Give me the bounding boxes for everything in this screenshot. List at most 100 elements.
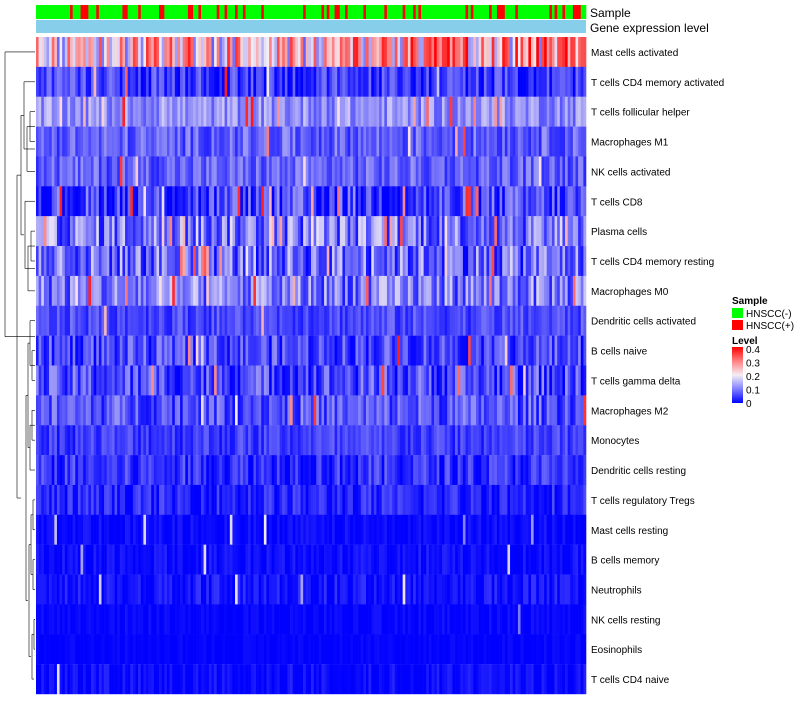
- heatmap-cell: [146, 484, 149, 516]
- heatmap-cell: [536, 365, 540, 396]
- heatmap-cell: [271, 275, 275, 306]
- heatmap-cell: [227, 96, 231, 127]
- heatmap-cell: [206, 634, 210, 665]
- heatmap-cell: [337, 156, 341, 187]
- heatmap-cell: [337, 305, 341, 336]
- heatmap-cell: [494, 186, 498, 217]
- heatmap-cell: [269, 246, 273, 277]
- heatmap-cell: [279, 305, 283, 336]
- heatmap-cell: [368, 514, 372, 545]
- heatmap-cell: [187, 186, 191, 217]
- heatmap-cell: [334, 574, 338, 605]
- heatmap-cell: [363, 634, 367, 665]
- heatmap-cell: [478, 455, 482, 486]
- heatmap-cell: [423, 604, 427, 635]
- heatmap-cell: [536, 544, 540, 575]
- heatmap-cell: [224, 395, 228, 426]
- heatmap-cell: [321, 664, 325, 695]
- heatmap-cell: [237, 96, 241, 127]
- heatmap-cell: [138, 246, 142, 277]
- heatmap-cell: [172, 664, 176, 695]
- sample-track-cell: [80, 5, 84, 19]
- heatmap-cell: [572, 126, 576, 157]
- heatmap-cell: [481, 66, 485, 97]
- heatmap-cell: [318, 425, 322, 456]
- heatmap-cell: [232, 126, 236, 157]
- heatmap-cell: [350, 216, 354, 247]
- heatmap-cell: [303, 664, 307, 695]
- heatmap-cell: [366, 246, 369, 277]
- heatmap-cell: [250, 126, 254, 157]
- heatmap-cell: [402, 96, 406, 127]
- heatmap-cell: [578, 126, 582, 157]
- heatmap-cell: [263, 275, 267, 306]
- heatmap-cell: [360, 305, 364, 336]
- heatmap-cell: [551, 126, 555, 157]
- heatmap-cell: [206, 484, 210, 516]
- heatmap-cell: [376, 365, 380, 396]
- heatmap-cell: [109, 96, 113, 127]
- heatmap-cell: [510, 305, 513, 336]
- heatmap-cell: [329, 126, 333, 157]
- heatmap-cell: [151, 365, 155, 396]
- heatmap-cell: [308, 66, 312, 97]
- heatmap-cell: [439, 455, 443, 486]
- heatmap-cell: [410, 246, 414, 277]
- heatmap-cell: [494, 544, 498, 575]
- heatmap-cell: [75, 335, 79, 366]
- sample-track-cell: [297, 5, 301, 19]
- heatmap-cell: [538, 335, 542, 366]
- heatmap-cell: [62, 305, 66, 336]
- sample-track-cell: [138, 5, 142, 19]
- heatmap-cell: [292, 365, 296, 396]
- heatmap-cell: [49, 514, 53, 545]
- heatmap-cell: [489, 455, 493, 486]
- heatmap-cell: [544, 216, 548, 247]
- sample-track-cell: [324, 5, 328, 19]
- heatmap-cell: [282, 37, 286, 68]
- heatmap-cell: [468, 514, 472, 545]
- heatmap-cell: [311, 335, 314, 366]
- heatmap-cell: [193, 634, 197, 665]
- heatmap-cell: [460, 246, 464, 277]
- heatmap-cell: [85, 514, 89, 545]
- heatmap-cell: [423, 544, 427, 575]
- heatmap-cell: [572, 37, 576, 68]
- heatmap-cell: [324, 634, 328, 665]
- heatmap-cell: [232, 574, 236, 605]
- heatmap-cell: [253, 484, 257, 516]
- heatmap-cell: [402, 66, 406, 97]
- legend-level-tick: 0: [746, 399, 752, 410]
- heatmap-cell: [308, 425, 312, 456]
- heatmap-cell: [528, 365, 532, 396]
- heatmap-cell: [274, 604, 278, 635]
- heatmap-cell: [517, 126, 521, 157]
- heatmap-cell: [452, 634, 456, 665]
- heatmap-cell: [366, 455, 369, 486]
- heatmap-cell: [101, 126, 105, 157]
- heatmap-cell: [575, 544, 579, 575]
- heatmap-cell: [517, 574, 521, 605]
- heatmap-cell: [235, 544, 238, 575]
- heatmap-cell: [397, 664, 401, 695]
- heatmap-cell: [72, 216, 76, 247]
- heatmap-cell: [303, 186, 307, 217]
- heatmap-cell: [43, 514, 47, 545]
- heatmap-cell: [507, 66, 511, 97]
- heatmap-cell: [373, 574, 377, 605]
- heatmap-cell: [274, 634, 278, 665]
- heatmap-cell: [36, 37, 39, 68]
- sample-track-cell: [174, 5, 178, 19]
- heatmap-cell: [392, 455, 396, 486]
- heatmap-cell: [392, 544, 396, 575]
- heatmap-cell: [88, 66, 92, 97]
- heatmap-cell: [96, 126, 100, 157]
- heatmap-cell: [64, 395, 68, 426]
- heatmap-cell: [578, 66, 582, 97]
- heatmap-cell: [583, 186, 587, 217]
- heatmap-cell: [318, 455, 322, 486]
- heatmap-cell: [101, 604, 105, 635]
- heatmap-cell: [575, 664, 579, 695]
- heatmap-cell: [111, 275, 115, 306]
- heatmap-cell: [407, 395, 411, 426]
